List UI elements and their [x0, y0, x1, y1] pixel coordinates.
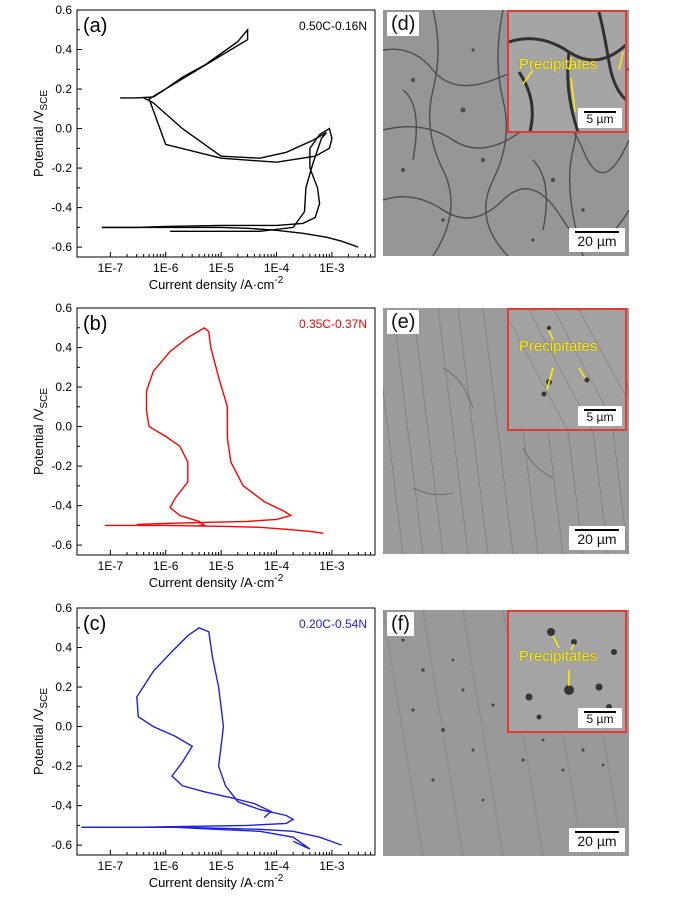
x-tick-label-c: 1E-5	[208, 859, 234, 873]
panel-label-c: (c)	[83, 613, 106, 635]
x-tick-label-c: 1E-4	[264, 859, 290, 873]
inset-label-f: Precipitates	[519, 648, 598, 665]
y-tick-label-b: 0.4	[55, 341, 72, 355]
scale-text-d: 20 µm	[577, 233, 617, 249]
y-tick-label-a: -0.6	[51, 240, 72, 254]
y-tick-label-b: -0.2	[51, 459, 72, 473]
y-tick-label-c: 0.6	[55, 601, 72, 615]
inset-scalebar-e: 5 µm	[578, 406, 622, 426]
inset-scalebar-f: 5 µm	[578, 708, 622, 728]
panel-label-f: (f)	[387, 612, 414, 636]
y-tick-label-a: -0.4	[51, 201, 72, 215]
scale-text-f: 20 µm	[577, 833, 617, 849]
panel-label-e: (e)	[387, 310, 420, 334]
y-tick-label-a: -0.2	[51, 161, 72, 175]
series-line-a-2	[143, 97, 328, 232]
x-tick-label-b: 1E-4	[264, 559, 290, 573]
y-tick-label-b: 0.0	[55, 420, 72, 434]
panel-label-b: (b)	[83, 313, 107, 335]
scale-text-e: 20 µm	[577, 531, 617, 547]
plot-frame-c	[76, 607, 376, 856]
series-line-b-0	[105, 524, 324, 534]
panel-label-a: (a)	[83, 15, 107, 37]
y-tick-label-b: 0.6	[55, 301, 72, 315]
y-axis-label-b: Potential /VSCE	[31, 388, 50, 475]
series-line-b-1	[136, 326, 293, 527]
x-tick-label-a: 1E-5	[208, 261, 234, 275]
inset-scale-text-f: 5 µm	[586, 712, 614, 726]
y-tick-label-c: 0.0	[55, 720, 72, 734]
y-tick-label-a: 0.6	[55, 3, 72, 17]
x-tick-label-c: 1E-3	[319, 859, 345, 873]
x-tick-label-b: 1E-7	[98, 559, 124, 573]
legend-label-c: 0.20C-0.54N	[299, 617, 367, 631]
inset-f: Precipitates 5 µm	[507, 610, 627, 733]
plot-frame-b	[76, 307, 376, 556]
x-tick-label-c: 1E-6	[153, 859, 179, 873]
y-tick-label-b: 0.2	[55, 380, 72, 394]
inset-label-d: Precipitates	[519, 56, 598, 73]
sem-image-e: (e) Precipitates 5 µm 20 µm	[383, 308, 629, 554]
y-tick-label-a: 0.4	[55, 43, 72, 57]
scalebar-e: 20 µm	[569, 526, 625, 550]
y-tick-label-a: 0.0	[55, 122, 72, 136]
series-line-a-0	[101, 226, 359, 248]
x-axis-label-a: Current density /A·cm-2	[149, 275, 284, 292]
y-axis-label-c: Potential /VSCE	[31, 688, 50, 775]
inset-e: Precipitates 5 µm	[507, 308, 627, 431]
x-tick-label-a: 1E-4	[264, 261, 290, 275]
y-tick-label-c: 0.4	[55, 641, 72, 655]
series-line-c-2	[81, 627, 295, 828]
sem-texture-e	[383, 308, 629, 554]
panel-label-d: (d)	[387, 12, 420, 36]
series-line-c-0	[81, 826, 342, 846]
sem-image-d: (d) Precipitates 5 µm 20 µm	[383, 10, 629, 256]
x-tick-label-a: 1E-3	[319, 261, 345, 275]
series-line-c-1	[175, 826, 311, 850]
x-axis-label-c: Current density /A·cm-2	[149, 873, 284, 890]
x-axis-label-b: Current density /A·cm-2	[149, 573, 284, 590]
x-tick-label-c: 1E-7	[98, 859, 124, 873]
scalebar-f: 20 µm	[569, 828, 625, 852]
x-tick-label-b: 1E-5	[208, 559, 234, 573]
scalebar-d: 20 µm	[569, 228, 625, 252]
inset-d: Precipitates 5 µm	[507, 10, 627, 133]
y-tick-label-b: -0.6	[51, 538, 72, 552]
plot-frame-a	[76, 9, 376, 258]
x-tick-label-a: 1E-6	[153, 261, 179, 275]
series-line-a-1	[101, 27, 333, 229]
sem-image-f: (f) Precipitates 5 µm 20 µm	[383, 610, 629, 856]
y-tick-label-b: -0.4	[51, 499, 72, 513]
legend-label-b: 0.35C-0.37N	[299, 317, 367, 331]
legend-label-a: 0.50C-0.16N	[299, 19, 367, 33]
y-tick-label-c: -0.2	[51, 759, 72, 773]
x-tick-label-b: 1E-3	[319, 559, 345, 573]
y-axis-label-a: Potential /VSCE	[31, 90, 50, 177]
inset-label-e: Precipitates	[519, 338, 598, 355]
y-tick-label-a: 0.2	[55, 82, 72, 96]
y-tick-label-c: -0.6	[51, 838, 72, 852]
x-tick-label-b: 1E-6	[153, 559, 179, 573]
y-tick-label-c: 0.2	[55, 680, 72, 694]
inset-scalebar-d: 5 µm	[578, 108, 622, 128]
inset-scale-text-d: 5 µm	[586, 112, 614, 126]
y-tick-label-c: -0.4	[51, 799, 72, 813]
inset-scale-text-e: 5 µm	[586, 410, 614, 424]
x-tick-label-a: 1E-7	[98, 261, 124, 275]
